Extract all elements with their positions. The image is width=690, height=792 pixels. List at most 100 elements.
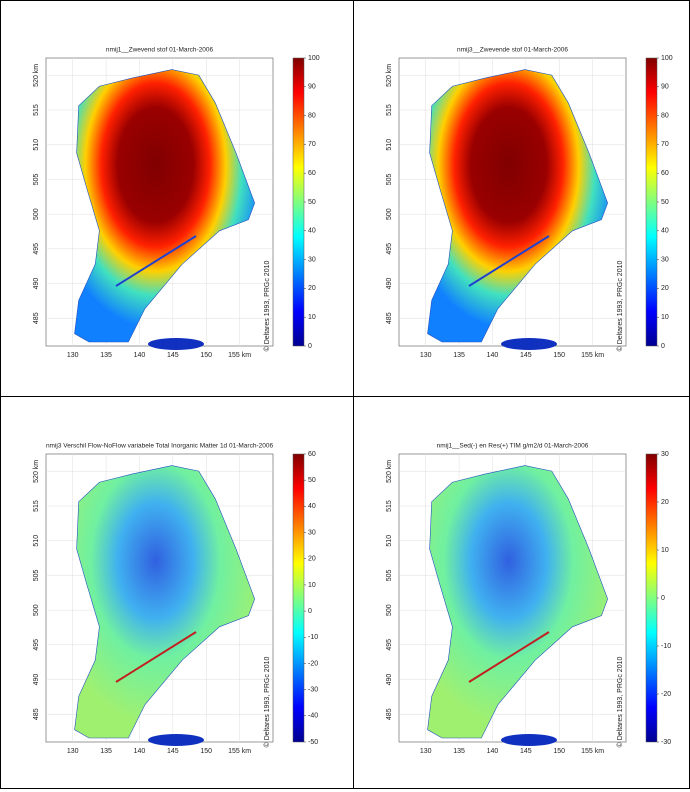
y-tick-label: 505: [386, 570, 393, 582]
y-tick-label: 505: [386, 174, 393, 186]
y-tick-label: 505: [33, 570, 40, 582]
x-tick-label: 140: [487, 352, 499, 359]
colorbar: [645, 57, 658, 347]
colorbar-tick-label: 80: [308, 112, 316, 119]
panel-cell: nmij3 Verschil Flow-NoFlow variabele Tot…: [1, 397, 354, 788]
dam-line: [115, 631, 197, 683]
x-tick-label: 155 km: [581, 352, 604, 359]
map-panel: nmij1__Sed(-) en Res(+) TIM g/m2/d 01-Ma…: [386, 443, 671, 755]
colorbar-tick-label: 20: [661, 499, 669, 506]
map-panel: nmij1__Zwevend stof 01-March-2006 130 135 1…: [33, 47, 320, 359]
credit: © Deltares 1993, PRGc 2010: [263, 657, 271, 748]
colorbar-tick-label: 10: [308, 314, 316, 321]
colorbar-tick-label: 40: [661, 228, 669, 235]
y-tick-label: 485: [386, 708, 393, 720]
colorbar-tick-label: -10: [308, 634, 318, 641]
y-tick-label: 490: [386, 674, 393, 686]
credit: © Deltares 1993, PRGc 2010: [616, 657, 624, 748]
y-tick-label: 485: [33, 708, 40, 720]
credit: © Deltares 1993, PRGc 2010: [616, 261, 624, 352]
map-panel: nmij3__Zwevende stof 01-March-2006 130 135…: [386, 47, 673, 359]
y-tick-label: 500: [33, 208, 40, 220]
y-tick-label: 485: [386, 312, 393, 324]
colorbar-tick-label: 0: [661, 595, 665, 602]
panel-cell: nmij3__Zwevende stof 01-March-2006 130 135…: [354, 1, 689, 397]
y-tick-label: 515: [386, 500, 393, 512]
colorbar-tick-label: 80: [661, 112, 669, 119]
x-tick-label: 140: [487, 748, 499, 755]
colorbar-tick-label: 0: [308, 608, 312, 615]
x-tick-label: 130: [67, 352, 79, 359]
lake-map: [74, 465, 255, 739]
x-tick-label: 145: [520, 748, 532, 755]
y-tick-label: 490: [386, 278, 393, 290]
dam-line: [468, 235, 550, 287]
y-tick-label: 510: [33, 535, 40, 547]
x-tick-label: 150: [200, 352, 212, 359]
y-tick-label: 495: [33, 639, 40, 651]
dam-line: [468, 631, 550, 683]
map-title: nmij3__Zwevende stof 01-March-2006: [457, 47, 568, 54]
credit: © Deltares 1993, PRGc 2010: [263, 261, 271, 352]
panel-cell: nmij1__Sed(-) en Res(+) TIM g/m2/d 01-Ma…: [354, 397, 689, 788]
colorbar-tick-label: 0: [308, 343, 312, 350]
x-tick-label: 150: [200, 748, 212, 755]
lake-map: [427, 465, 608, 739]
colorbar-tick-label: 30: [308, 529, 316, 536]
y-tick-label: 515: [33, 500, 40, 512]
colorbar-tick-label: 60: [308, 170, 316, 177]
y-tick-label: 515: [386, 104, 393, 116]
map-title: nmij1__Sed(-) en Res(+) TIM g/m2/d 01-Ma…: [437, 443, 589, 450]
colorbar-tick-label: 70: [308, 141, 316, 148]
colorbar-tick-label: 10: [661, 547, 669, 554]
x-tick-label: 150: [553, 748, 565, 755]
colorbar-tick-label: 100: [308, 55, 320, 62]
y-tick-label: 520 km: [33, 64, 40, 87]
y-tick-label: 490: [33, 674, 40, 686]
colorbar-tick-label: -30: [308, 686, 318, 693]
colorbar: [292, 453, 305, 743]
colorbar-tick-label: 20: [308, 285, 316, 292]
y-tick-label: 500: [386, 208, 393, 220]
sea-patch: [148, 734, 204, 746]
colorbar-tick-label: 20: [661, 285, 669, 292]
x-tick-label: 130: [420, 748, 432, 755]
x-tick-label: 135: [100, 748, 112, 755]
colorbar-tick-label: 50: [661, 199, 669, 206]
sea-patch: [148, 338, 204, 350]
y-tick-label: 495: [33, 243, 40, 255]
colorbar-tick-label: 30: [308, 256, 316, 263]
sea-patch: [501, 338, 557, 350]
x-tick-label: 155 km: [228, 748, 251, 755]
x-tick-label: 155 km: [581, 748, 604, 755]
colorbar-tick-label: 50: [308, 199, 316, 206]
colorbar: [292, 57, 305, 347]
x-tick-label: 140: [134, 748, 146, 755]
colorbar-tick-label: 10: [661, 314, 669, 321]
colorbar: [645, 453, 658, 743]
colorbar-tick-label: 0: [661, 343, 665, 350]
colorbar-tick-label: -30: [661, 739, 671, 746]
y-tick-label: 510: [386, 139, 393, 151]
map-title: nmij1__Zwevend stof 01-March-2006: [106, 47, 214, 54]
x-tick-label: 145: [167, 352, 179, 359]
colorbar-tick-label: 10: [308, 582, 316, 589]
x-tick-label: 130: [420, 352, 432, 359]
colorbar-tick-label: 30: [661, 256, 669, 263]
colorbar-tick-label: -50: [308, 739, 318, 746]
y-tick-label: 500: [386, 604, 393, 616]
y-tick-label: 510: [386, 535, 393, 547]
x-tick-label: 150: [553, 352, 565, 359]
colorbar-tick-label: 90: [308, 84, 316, 91]
y-tick-label: 520 km: [33, 460, 40, 483]
colorbar-tick-label: -20: [308, 660, 318, 667]
colorbar-tick-label: 90: [661, 84, 669, 91]
y-tick-label: 510: [33, 139, 40, 151]
panel-cell: nmij1__Zwevend stof 01-March-2006 130 135 1…: [1, 1, 354, 397]
x-tick-label: 130: [67, 748, 79, 755]
colorbar-tick-label: 30: [661, 451, 669, 458]
colorbar-tick-label: 20: [308, 556, 316, 563]
colorbar-tick-label: 40: [308, 228, 316, 235]
y-tick-label: 520 km: [386, 460, 393, 483]
colorbar-tick-label: 60: [308, 451, 316, 458]
